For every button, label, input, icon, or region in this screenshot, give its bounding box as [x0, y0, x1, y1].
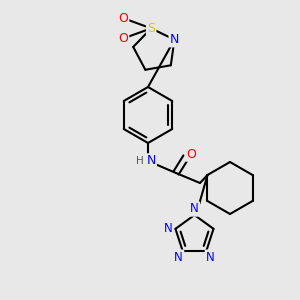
Text: N: N — [146, 154, 156, 167]
Text: N: N — [164, 222, 173, 235]
Text: O: O — [118, 32, 128, 45]
Text: H: H — [136, 156, 144, 166]
Text: N: N — [170, 33, 179, 46]
Text: S: S — [147, 22, 155, 35]
Text: N: N — [190, 202, 199, 215]
Text: O: O — [186, 148, 196, 160]
Text: N: N — [174, 251, 183, 264]
Text: N: N — [206, 251, 214, 264]
Text: O: O — [118, 12, 128, 25]
